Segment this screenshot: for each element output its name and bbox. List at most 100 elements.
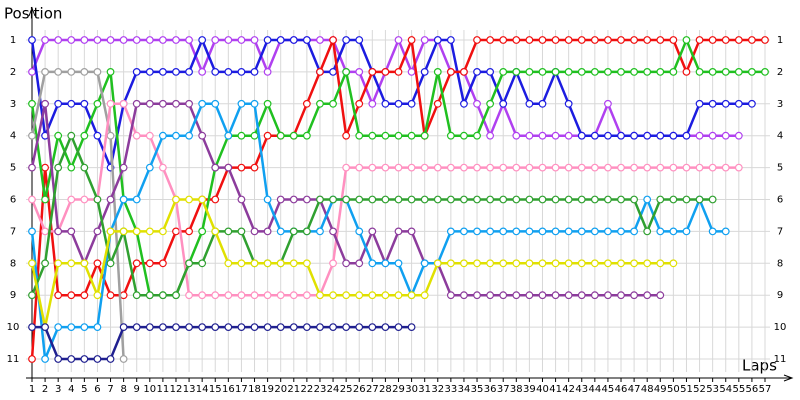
point xyxy=(54,291,63,300)
y-tick-label-right: 8 xyxy=(777,258,783,269)
point xyxy=(119,355,128,363)
point xyxy=(473,36,481,44)
point xyxy=(486,259,495,268)
point xyxy=(564,259,573,268)
point xyxy=(237,195,246,204)
point xyxy=(538,195,547,204)
x-tick-label: 5 xyxy=(81,384,87,395)
point xyxy=(682,131,691,140)
y-tick-label: 5 xyxy=(10,163,16,174)
point xyxy=(106,195,115,204)
point xyxy=(93,195,102,204)
point xyxy=(460,195,468,204)
point xyxy=(198,195,207,204)
point xyxy=(446,195,455,204)
point xyxy=(28,36,36,44)
point xyxy=(420,36,429,44)
point xyxy=(381,259,390,268)
point xyxy=(721,163,730,172)
point xyxy=(473,227,481,236)
point xyxy=(224,163,233,172)
point xyxy=(590,195,599,204)
point xyxy=(748,99,756,108)
point xyxy=(761,67,769,76)
point xyxy=(80,163,89,172)
x-tick-label: 45 xyxy=(602,384,615,395)
point xyxy=(446,163,455,172)
point xyxy=(224,291,233,300)
point xyxy=(734,131,743,140)
x-tick-label: 54 xyxy=(719,384,732,395)
point xyxy=(41,227,49,236)
point xyxy=(486,67,495,76)
point xyxy=(460,67,468,76)
point xyxy=(342,323,351,332)
point xyxy=(67,323,76,332)
point xyxy=(512,163,521,172)
point xyxy=(28,259,36,268)
point xyxy=(355,131,364,140)
point xyxy=(172,99,180,108)
point xyxy=(381,195,390,204)
x-tick-label: 40 xyxy=(536,384,549,395)
point xyxy=(250,323,259,332)
point xyxy=(734,163,743,172)
point xyxy=(355,259,364,268)
point xyxy=(106,291,115,300)
point xyxy=(577,67,586,76)
point xyxy=(250,67,259,76)
point xyxy=(473,163,481,172)
point xyxy=(145,99,154,108)
point xyxy=(158,291,167,300)
point xyxy=(604,67,612,76)
point xyxy=(551,195,560,204)
point xyxy=(368,131,377,140)
x-tick-label: 25 xyxy=(340,384,353,395)
point xyxy=(577,291,586,300)
y-tick-label-right: 1 xyxy=(777,35,783,46)
point xyxy=(486,291,495,300)
x-tick-label: 44 xyxy=(588,384,601,395)
x-tick-label: 31 xyxy=(418,384,431,395)
x-tick-label: 24 xyxy=(327,384,340,395)
point xyxy=(211,163,220,172)
y-tick-label: 6 xyxy=(10,195,16,206)
x-tick-label: 47 xyxy=(628,384,641,395)
point xyxy=(643,131,652,140)
x-tick-label: 18 xyxy=(248,384,261,395)
point xyxy=(538,67,547,76)
point xyxy=(499,195,508,204)
point xyxy=(172,227,180,236)
point xyxy=(420,259,429,268)
x-tick-label: 7 xyxy=(107,384,113,395)
point xyxy=(302,195,311,204)
point xyxy=(525,291,534,300)
point xyxy=(394,36,403,44)
point xyxy=(276,227,285,236)
point xyxy=(669,195,678,204)
point xyxy=(446,259,455,268)
chart-title: Position xyxy=(4,5,62,23)
point xyxy=(617,227,625,236)
point xyxy=(106,67,115,76)
point xyxy=(316,227,324,236)
point xyxy=(460,227,468,236)
point xyxy=(132,227,141,236)
point xyxy=(276,259,285,268)
point xyxy=(185,291,193,300)
point xyxy=(656,36,665,44)
point xyxy=(329,227,337,236)
point xyxy=(656,227,665,236)
point xyxy=(669,227,678,236)
point xyxy=(721,67,730,76)
point xyxy=(132,36,141,44)
point xyxy=(617,163,625,172)
point xyxy=(368,163,377,172)
point xyxy=(185,227,193,236)
point xyxy=(67,291,76,300)
x-tick-label: 36 xyxy=(484,384,497,395)
point xyxy=(185,259,193,268)
point xyxy=(656,163,665,172)
point xyxy=(93,67,102,76)
point xyxy=(28,227,36,236)
